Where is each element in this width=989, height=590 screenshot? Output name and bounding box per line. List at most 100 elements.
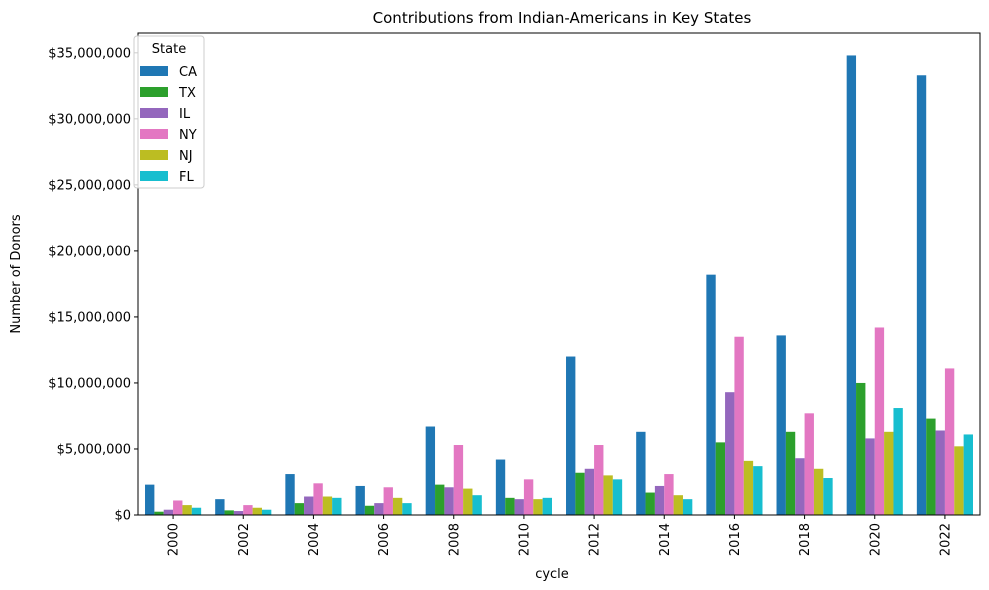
legend-swatch-nj <box>140 150 168 160</box>
bar-il-2016 <box>725 392 735 515</box>
bar-fl-2020 <box>893 408 903 515</box>
y-tick-label: $30,000,000 <box>48 112 131 127</box>
bar-ny-2020 <box>874 327 885 515</box>
y-tick-label: $35,000,000 <box>48 46 131 61</box>
x-tick-label: 2004 <box>307 523 322 556</box>
bar-ca-2006 <box>355 485 365 515</box>
bar-nj-2012 <box>603 475 613 515</box>
bar-tx-2016 <box>715 442 726 515</box>
bar-fl-2018 <box>823 478 833 515</box>
bar-il-2010 <box>514 499 524 515</box>
x-tick-label: 2008 <box>447 523 462 556</box>
bar-nj-2008 <box>463 488 473 515</box>
bar-nj-2014 <box>673 495 683 515</box>
plot-frame <box>137 32 981 516</box>
legend-swatch-ca <box>140 66 168 76</box>
bar-ny-2002 <box>243 505 253 515</box>
bar-ca-2000 <box>145 484 155 515</box>
y-tick-label: $20,000,000 <box>48 244 131 259</box>
bar-nj-2022 <box>954 446 964 515</box>
bar-ny-2018 <box>804 413 814 515</box>
bar-il-2018 <box>795 458 805 515</box>
y-tick-label: $5,000,000 <box>57 442 131 457</box>
x-tick-label: 2014 <box>658 523 673 556</box>
bar-il-2014 <box>654 485 665 515</box>
x-tick-label: 2020 <box>868 523 883 556</box>
bar-ny-2000 <box>173 500 183 515</box>
bar-ny-2022 <box>944 368 955 515</box>
legend-label-il: IL <box>179 107 191 122</box>
bar-ny-2008 <box>453 445 464 515</box>
y-tick-label: $15,000,000 <box>48 310 131 325</box>
x-tick-label: 2006 <box>377 523 392 556</box>
bar-tx-2012 <box>575 472 585 515</box>
x-axis-label: cycle <box>535 567 569 582</box>
bar-ny-2006 <box>383 487 393 515</box>
bar-il-2002 <box>233 511 244 515</box>
legend: State CA TX IL NY NJ FL <box>133 35 205 189</box>
bar-ca-2008 <box>425 426 436 515</box>
bar-tx-2002 <box>224 510 234 515</box>
legend-label-fl: FL <box>179 170 194 185</box>
bar-fl-2006 <box>402 503 412 515</box>
bar-fl-2002 <box>261 509 272 515</box>
bar-fl-2004 <box>332 497 342 515</box>
bar-fl-2000 <box>191 507 202 515</box>
x-tick-label: 2016 <box>728 523 743 556</box>
bar-ca-2012 <box>566 356 576 515</box>
bar-il-2012 <box>584 468 595 515</box>
bar-tx-2018 <box>785 431 796 515</box>
y-axis: $0 $5,000,000 $10,000,000 $15,000,000 $20,00… <box>48 46 138 524</box>
x-tick-label: 2022 <box>938 523 953 556</box>
bar-ca-2002 <box>215 499 225 515</box>
bar-fl-2012 <box>612 479 623 515</box>
legend-swatch-ny <box>140 129 168 139</box>
bar-tx-2000 <box>154 511 164 515</box>
bar-tx-2004 <box>294 503 305 515</box>
legend-swatch-tx <box>140 87 168 97</box>
bar-tx-2014 <box>645 492 655 515</box>
bar-ca-2014 <box>636 431 646 515</box>
bar-il-2008 <box>444 487 454 515</box>
bar-ny-2010 <box>523 479 534 515</box>
chart-title: Contributions from Indian-Americans in K… <box>373 9 752 27</box>
legend-label-nj: NJ <box>179 149 193 164</box>
bar-fl-2010 <box>542 497 552 515</box>
bar-ny-2014 <box>664 474 674 515</box>
legend-label-ca: CA <box>179 65 197 80</box>
bar-ca-2016 <box>706 274 716 515</box>
bar-fl-2022 <box>963 434 973 515</box>
bar-nj-2006 <box>392 497 403 515</box>
y-tick-label: $0 <box>114 509 131 524</box>
x-tick-label: 2018 <box>798 523 813 556</box>
y-tick-label: $25,000,000 <box>48 178 131 193</box>
x-tick-label: 2002 <box>237 523 252 556</box>
bar-tx-2008 <box>435 484 445 515</box>
bar-il-2022 <box>935 430 945 515</box>
bar-ny-2004 <box>313 483 323 515</box>
legend-label-tx: TX <box>178 86 196 101</box>
legend-swatch-il <box>140 108 168 118</box>
bar-nj-2016 <box>743 460 754 515</box>
legend-swatch-fl <box>140 171 168 181</box>
bar-tx-2010 <box>505 497 515 515</box>
bar-il-2000 <box>163 509 174 515</box>
bar-tx-2020 <box>856 382 866 515</box>
x-tick-label: 2012 <box>588 523 603 556</box>
bars-group <box>145 55 973 515</box>
legend-title: State <box>152 42 186 57</box>
y-tick-label: $10,000,000 <box>48 376 131 391</box>
bar-nj-2010 <box>533 499 543 515</box>
x-tick-label: 2010 <box>517 523 532 556</box>
bar-nj-2020 <box>884 431 894 515</box>
bar-tx-2022 <box>926 418 936 515</box>
bar-ca-2010 <box>495 459 506 515</box>
bar-il-2004 <box>304 496 314 515</box>
y-axis-label: Number of Donors <box>9 214 24 334</box>
bar-nj-2000 <box>182 505 192 515</box>
bar-ca-2020 <box>846 55 857 515</box>
bar-fl-2016 <box>753 466 763 515</box>
bar-fl-2014 <box>682 499 693 515</box>
x-axis: 2000 2002 2004 2006 2008 2010 2012 2014 2016 2018… <box>167 515 953 556</box>
